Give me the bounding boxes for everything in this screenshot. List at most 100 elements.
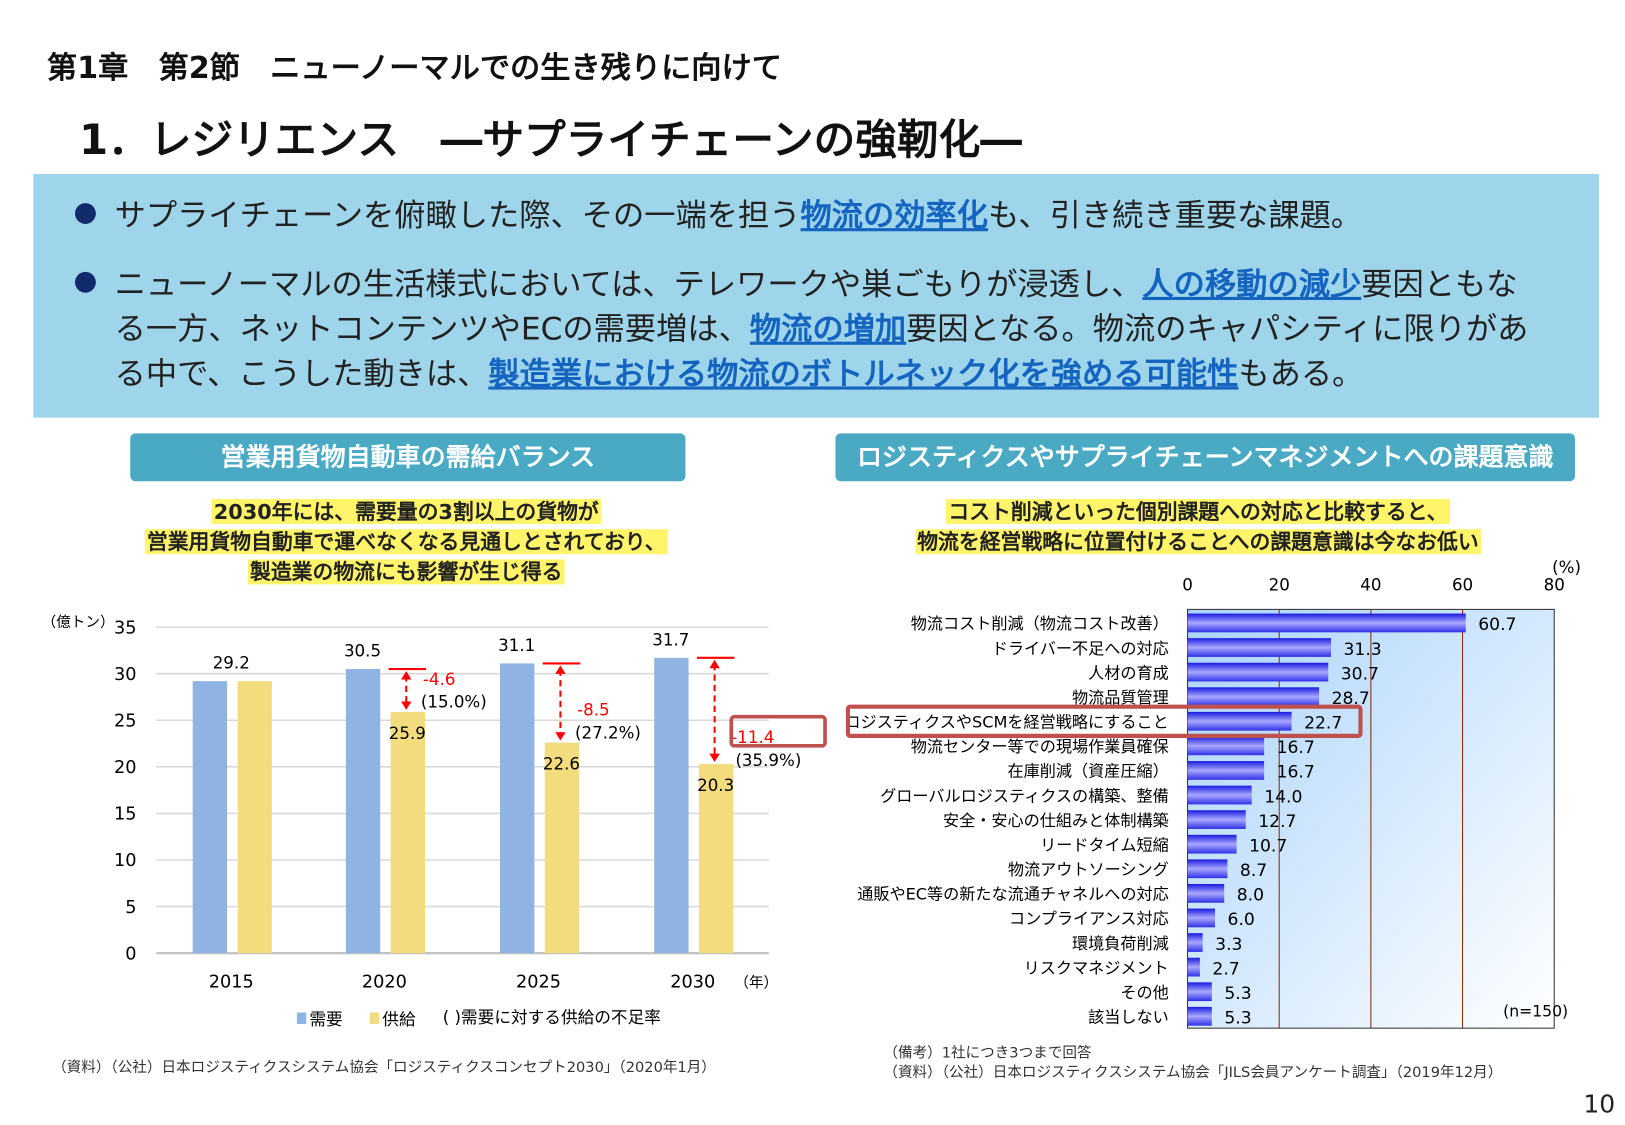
bar xyxy=(1187,662,1329,682)
data-label: 5.3 xyxy=(1224,1009,1251,1029)
right-note: （備考）1社につき3つまで回答 xyxy=(883,1044,1092,1062)
data-label: 31.1 xyxy=(498,636,535,655)
x-tick-label: 2015 xyxy=(209,973,254,993)
arrow-down-icon xyxy=(555,732,566,741)
legend-demand: 需要 xyxy=(309,1010,342,1029)
gap-value: -11.4 xyxy=(731,728,774,747)
category-label: ロジスティクスやSCMを経営戦略にすること xyxy=(844,713,1168,732)
y-tick-label: 30 xyxy=(114,665,137,685)
bar-supply xyxy=(237,681,272,954)
data-label: 29.2 xyxy=(213,654,250,673)
data-label: 10.7 xyxy=(1249,836,1287,856)
x-tick-label: 80 xyxy=(1544,576,1565,595)
chapter-heading: 第1章 第2節 ニューノーマルでの生き残りに向けて xyxy=(46,50,782,86)
y-tick-label: 35 xyxy=(114,618,137,638)
bar xyxy=(1187,834,1237,854)
left-chart-subtitle: 2030年には、需要量の3割以上の貨物が 営業用貨物自動車で運べなくなる見通しとさ… xyxy=(83,497,729,588)
category-label: グローバルロジスティクスの構築、整備 xyxy=(880,786,1169,805)
bar xyxy=(1187,908,1216,928)
bar xyxy=(1187,711,1292,731)
bar-demand xyxy=(192,681,228,954)
unit-label: (%) xyxy=(1552,558,1581,577)
category-label: 安全・安心の仕組みと体制構築 xyxy=(943,811,1169,830)
x-tick-label: 40 xyxy=(1360,576,1381,595)
bar-demand xyxy=(500,663,535,954)
bullet-dot-icon xyxy=(75,203,96,224)
bar-demand xyxy=(345,669,381,954)
logistics-issues-chart: 0 20 40 60 80(%) 物流コスト削減（物流コスト改善） 60.7 ドライバー不足へ… xyxy=(844,558,1581,1029)
highlight-box xyxy=(845,704,1363,738)
data-label: 28.7 xyxy=(1332,689,1370,709)
category-label: 物流アウトソーシング xyxy=(1008,860,1169,879)
summary-box: サプライチェーンを俯瞰した際、その一端を担う物流の効率化も、引き続き重要な課題。… xyxy=(33,173,1600,418)
category-label: リードタイム短縮 xyxy=(1040,835,1169,854)
x-tick-label: 2020 xyxy=(362,973,407,993)
data-label: 25.9 xyxy=(389,724,426,743)
bar xyxy=(1187,687,1320,707)
category-label: 物流センター等での現場作業員確保 xyxy=(911,737,1169,756)
x-tick-label: 60 xyxy=(1452,576,1473,595)
x-tick-label: 20 xyxy=(1269,576,1290,595)
data-label: 30.5 xyxy=(344,642,381,661)
category-label: 該当しない xyxy=(1088,1008,1169,1027)
arrow-down-icon xyxy=(401,701,412,710)
bullet-text: る中で、こうした動きは、 xyxy=(114,356,489,393)
bullet-text: サプライチェーンを俯瞰した際、その一端を担う xyxy=(114,197,801,235)
category-label: 物流コスト削減（物流コスト改善） xyxy=(911,614,1169,633)
category-label: リスクマネジメント xyxy=(1024,958,1169,977)
x-tick-label: 0 xyxy=(1182,576,1193,595)
bar xyxy=(1187,1006,1212,1026)
category-label: 在庫削減（資産圧縮） xyxy=(1008,762,1169,781)
bullet-2: ニューノーマルの生活様式においては、テレワークや巣ごもりが浸透し、人の移動の減少… xyxy=(75,263,1528,397)
x-tick-label: 2030 xyxy=(670,973,715,993)
subtitle-line: コスト削減といった個別課題への対応と比較すると、 xyxy=(946,498,1450,524)
page-number: 10 xyxy=(1583,1089,1616,1119)
x-tick-label: 2025 xyxy=(516,973,561,993)
highlight-text: 物流の効率化 xyxy=(800,197,989,235)
bar xyxy=(1187,810,1246,829)
left-chart-heading: 営業用貨物自動車の需給バランス xyxy=(130,433,686,482)
data-label: 31.7 xyxy=(652,630,689,649)
data-label: 20.3 xyxy=(697,776,734,795)
y-tick-label: 25 xyxy=(114,712,137,732)
arrow-up-icon xyxy=(555,665,566,674)
y-axis-unit: （億トン） xyxy=(42,614,115,631)
bar-supply xyxy=(698,764,734,954)
gap-value: -8.5 xyxy=(577,701,609,720)
category-label: 環境負荷削減 xyxy=(1072,934,1169,953)
bar xyxy=(1187,933,1203,952)
left-source: （資料）（公社）日本ロジスティクスシステム協会「ロジスティクスコンセプト2030… xyxy=(52,1059,716,1077)
bullet-text: る一方、ネットコンテンツやECの需要増は、 xyxy=(114,311,750,348)
y-tick-label: 20 xyxy=(114,758,137,778)
bullet-1: サプライチェーンを俯瞰した際、その一端を担う物流の効率化も、引き続き重要な課題。 xyxy=(75,194,1362,239)
gap-value: -4.6 xyxy=(423,670,456,689)
data-label: 14.0 xyxy=(1264,787,1302,807)
sample-size-label: (n=150) xyxy=(1503,1003,1568,1021)
arrow-down-icon xyxy=(709,753,720,762)
bar-supply xyxy=(390,711,426,954)
bar xyxy=(1187,957,1200,977)
category-label: ドライバー不足への対応 xyxy=(992,639,1169,658)
legend-swatch-demand xyxy=(296,1012,307,1024)
data-label: 3.3 xyxy=(1215,935,1242,955)
right-chart-subtitle: コスト削減といった個別課題への対応と比較すると、物流を経営戦略に位置付けることへ… xyxy=(833,497,1562,557)
bullet-text: 要因ともな xyxy=(1361,266,1518,304)
data-label: 30.7 xyxy=(1341,664,1379,684)
data-label: 22.7 xyxy=(1304,714,1342,734)
data-label: 6.0 xyxy=(1228,910,1255,930)
data-label: 5.3 xyxy=(1224,984,1251,1004)
subtitle-line: 物流を経営戦略に位置付けることへの課題意識は今なお低い xyxy=(915,529,1481,555)
data-label: 8.0 xyxy=(1237,886,1264,906)
category-label: 人材の育成 xyxy=(1088,663,1169,682)
bar xyxy=(1187,785,1252,805)
subtitle-line: 製造業の物流にも影響が生じ得る xyxy=(247,559,565,585)
legend-swatch-supply xyxy=(369,1012,380,1024)
data-label: 60.7 xyxy=(1478,615,1516,635)
data-label: 12.7 xyxy=(1258,812,1296,832)
highlight-text: 物流の増加 xyxy=(749,311,907,348)
data-label: 22.6 xyxy=(543,755,580,774)
bar xyxy=(1187,736,1265,756)
page-title: 1．レジリエンス ―サプライチェーンの強靭化― xyxy=(79,116,1022,165)
y-tick-label: 10 xyxy=(114,851,137,871)
